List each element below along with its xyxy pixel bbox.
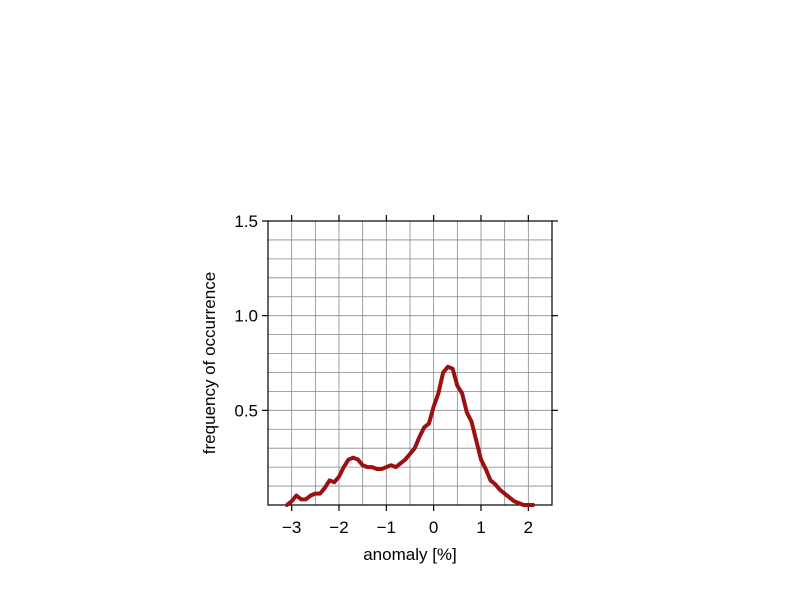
x-tick-label: −3 <box>282 518 301 537</box>
x-tick-labels: −3 −2 −1 0 1 2 <box>282 518 533 537</box>
plot-frame <box>267 220 553 506</box>
x-tick-label: 1 <box>476 518 485 537</box>
y-tick-labels: 0.5 1.0 1.5 <box>234 212 258 420</box>
grid <box>267 220 553 505</box>
ticks <box>262 215 558 511</box>
series-line <box>284 364 536 507</box>
x-tick-label: 2 <box>524 518 533 537</box>
y-tick-label: 1.0 <box>234 307 258 326</box>
x-tick-label: 0 <box>429 518 438 537</box>
y-tick-label: 1.5 <box>234 212 258 231</box>
y-axis-label: frequency of occurrence <box>200 272 219 454</box>
y-tick-label: 0.5 <box>234 401 258 420</box>
x-axis-label: anomaly [%] <box>363 545 457 564</box>
x-tick-label: −1 <box>377 518 396 537</box>
x-tick-label: −2 <box>329 518 348 537</box>
